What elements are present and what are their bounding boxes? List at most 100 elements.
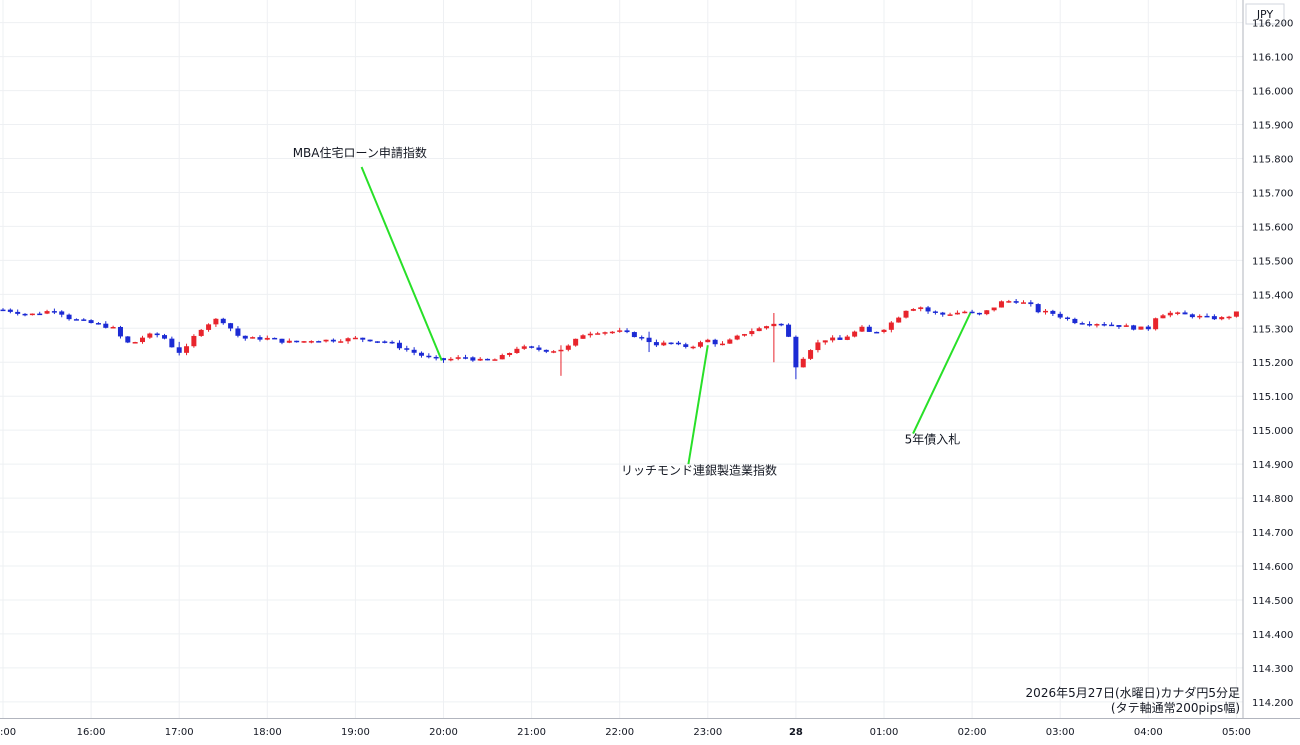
candle-body [1028, 302, 1034, 305]
time-tick-label: 20:00 [429, 727, 458, 738]
price-tick-label: 115.800 [1252, 155, 1293, 166]
candle-body [764, 326, 770, 329]
candle-body [66, 314, 72, 320]
candle-body [15, 311, 21, 314]
candle-body [125, 336, 131, 343]
candle-body [1072, 318, 1078, 324]
candle-body [455, 357, 461, 359]
candle-body [617, 330, 623, 332]
candle-body [998, 301, 1004, 308]
annotation-label: リッチモンド連銀製造業指数 [621, 462, 777, 477]
candle-body [1079, 323, 1085, 325]
candle-body [418, 352, 424, 356]
currency-box[interactable] [1245, 3, 1285, 25]
candle-body [1226, 316, 1232, 319]
candle-body [947, 314, 953, 316]
candle-body [844, 336, 850, 340]
candle-body [1006, 301, 1012, 303]
candle-body [580, 335, 586, 339]
price-tick-label: 115.900 [1252, 121, 1293, 132]
candle-body [514, 348, 520, 354]
candle-body [264, 337, 270, 340]
candle-body [1065, 317, 1071, 320]
candle-body [1233, 311, 1239, 317]
candle-body [910, 309, 916, 311]
candle-body [1197, 315, 1203, 318]
candle-body [558, 349, 564, 352]
candle-body [1094, 324, 1100, 326]
candle-body [367, 339, 373, 342]
candle-body [587, 333, 593, 336]
time-tick-label: 19:00 [341, 727, 370, 738]
price-tick-label: 114.300 [1252, 664, 1293, 675]
time-tick-label: 28 [789, 727, 803, 738]
candle-body [918, 307, 924, 310]
candle-body [7, 309, 13, 312]
candle-body [323, 339, 329, 342]
candle-body [51, 311, 57, 313]
candle-body [1057, 313, 1063, 318]
candle-body [1182, 312, 1188, 315]
candle-body [301, 341, 307, 343]
price-tick-label: 114.600 [1252, 562, 1293, 573]
candle-body [147, 333, 153, 338]
price-tick-label: 114.400 [1252, 630, 1293, 641]
candle-body [1101, 324, 1107, 326]
candle-body [206, 324, 212, 330]
candle-body [213, 318, 219, 325]
candle-body [0, 309, 6, 312]
candle-body [1013, 301, 1019, 303]
candle-body [719, 343, 725, 346]
candle-body [1035, 304, 1041, 313]
candle-body [573, 338, 579, 346]
candle-body [382, 341, 388, 343]
time-tick-label: 21:00 [517, 727, 546, 738]
price-tick-label: 115.000 [1252, 426, 1293, 437]
candle-body [441, 358, 446, 361]
annotation-line [687, 345, 709, 465]
annotation-label: MBA住宅ローン申請指数 [293, 145, 427, 160]
grid-layer [0, 0, 1243, 718]
annotation-label: 5年債入札 [905, 432, 961, 447]
candle-body [345, 338, 351, 342]
candle-body [551, 351, 557, 353]
price-tick-label: 116.100 [1252, 53, 1293, 64]
candle-body [352, 337, 358, 340]
candle-body [991, 307, 997, 311]
candle-body [294, 340, 300, 343]
candle-body [653, 342, 659, 346]
candle-body [837, 337, 843, 340]
price-tick-label: 115.100 [1252, 392, 1293, 403]
candle-body [330, 339, 336, 342]
candle-body [1138, 326, 1144, 330]
candle-body [697, 342, 703, 347]
candle-body [44, 311, 50, 314]
currency-label: JPY [1256, 8, 1274, 21]
candle-body [411, 349, 417, 353]
candle-body [859, 326, 865, 332]
candle-body [242, 335, 248, 339]
time-tick-label: 18:00 [253, 727, 282, 738]
candle-body [962, 311, 968, 314]
price-tick-labels: 116.200 116.100 116.000 115.900 115.800 115.7… [1252, 19, 1293, 709]
candle-body [308, 341, 314, 343]
price-tick-label: 115.200 [1252, 358, 1293, 369]
candle-body [690, 346, 696, 349]
candle-body [477, 358, 483, 361]
time-tick-labels: :00 16:00 17:00 18:00 19:00 20:00 21:00 22:00 23… [0, 727, 1251, 738]
candle-body [683, 344, 689, 347]
candle-body [602, 332, 608, 334]
candle-body [742, 334, 748, 336]
candle-body [279, 338, 285, 343]
candle-body [286, 340, 292, 343]
candle-body [661, 342, 667, 346]
candle-body [896, 317, 902, 323]
price-tick-label: 116.000 [1252, 87, 1293, 98]
candle-body [1153, 318, 1159, 330]
candle-body [103, 323, 109, 328]
time-tick-label: 23:00 [693, 727, 722, 738]
price-axis-bg [1243, 0, 1300, 745]
